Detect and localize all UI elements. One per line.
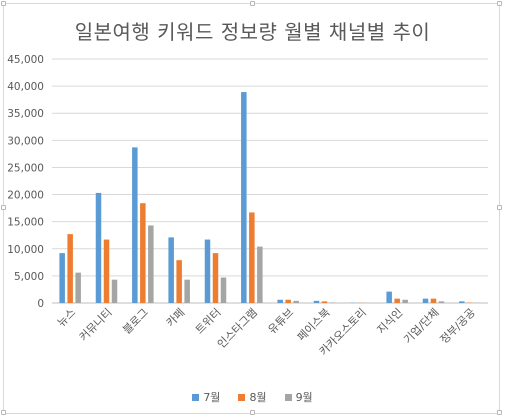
y-tick-label: 10,000 — [7, 244, 44, 256]
x-tick-label: 인스타그램 — [215, 306, 260, 351]
chart-title: 일본여행 키워드 정보량 월별 채널별 추이 — [74, 20, 431, 44]
bar-트위터-9월 — [220, 277, 227, 303]
bar-카페-8월 — [176, 260, 182, 303]
x-tick-label: 정부/공공 — [438, 306, 478, 346]
bar-인스타그램-9월 — [257, 246, 263, 303]
legend-swatch — [192, 393, 200, 401]
y-tick-label: 15,000 — [7, 217, 44, 229]
bar-블로그-7월 — [132, 147, 138, 303]
x-tick-label: 커뮤니티 — [77, 306, 115, 344]
resize-handle-top-left[interactable] — [1, 1, 6, 6]
bar-유튜브-9월 — [293, 300, 299, 303]
bar-지식인-8월 — [394, 298, 400, 303]
resize-handle-bottom-center[interactable] — [250, 410, 255, 415]
bar-블로그-8월 — [140, 203, 146, 303]
y-axis-labels: 0 5,000 10,000 15,000 20,000 25,000 30,000 35,0… — [7, 54, 44, 310]
bars — [59, 92, 481, 303]
legend-label: 8월 — [249, 391, 267, 404]
bar-유튜브-8월 — [285, 299, 291, 303]
bar-카페-7월 — [168, 237, 174, 303]
legend-item: 7월 — [192, 389, 220, 405]
bar-지식인-7월 — [386, 291, 392, 303]
bar-트위터-8월 — [212, 253, 219, 303]
y-tick-label: 20,000 — [7, 190, 44, 202]
legend-item: 9월 — [284, 389, 313, 405]
gridlines — [52, 58, 488, 304]
bar-페이스북-9월 — [329, 302, 336, 303]
legend: 7월 8월 9월 — [0, 389, 505, 405]
bar-커뮤니티-8월 — [103, 239, 110, 303]
bar-트위터-7월 — [204, 239, 211, 303]
bar-기업/단체-9월 — [438, 301, 445, 303]
legend-swatch — [284, 393, 292, 401]
x-tick-label: 지식인 — [375, 306, 406, 337]
legend-item: 8월 — [238, 389, 267, 405]
bar-페이스북-8월 — [321, 301, 328, 303]
bar-뉴스-7월 — [59, 253, 65, 303]
bar-인스타그램-8월 — [249, 212, 255, 303]
bar-지식인-9월 — [402, 299, 408, 303]
x-tick-label: 카페 — [164, 306, 188, 330]
bar-뉴스-9월 — [75, 272, 81, 303]
y-tick-label: 25,000 — [7, 162, 44, 174]
y-tick-label: 30,000 — [7, 135, 44, 147]
bar-커뮤니티-7월 — [95, 192, 102, 303]
chart-frame — [3, 3, 500, 414]
legend-swatch — [238, 393, 246, 401]
resize-handle-middle-right[interactable] — [497, 205, 502, 210]
x-tick-label: 트위터 — [193, 306, 224, 337]
x-tick-label: 뉴스 — [55, 306, 79, 330]
x-tick-label: 유튜브 — [266, 306, 297, 337]
bar-카페-9월 — [184, 279, 190, 303]
resize-handle-bottom-left[interactable] — [1, 410, 6, 415]
resize-handle-top-right[interactable] — [497, 1, 502, 6]
bar-뉴스-8월 — [67, 234, 73, 303]
bar-정부/공공-7월 — [459, 301, 465, 303]
resize-handle-bottom-right[interactable] — [497, 410, 502, 415]
bar-페이스북-7월 — [313, 300, 320, 303]
y-tick-label: 40,000 — [7, 81, 44, 93]
legend-label: 7월 — [203, 391, 221, 404]
x-tick-label: 블로그 — [120, 306, 151, 337]
bar-인스타그램-7월 — [241, 92, 247, 303]
bar-유튜브-7월 — [277, 299, 283, 303]
x-tick-label: 기업/단체 — [401, 306, 441, 346]
legend-label: 9월 — [295, 391, 313, 404]
resize-handle-top-center[interactable] — [250, 1, 255, 6]
bar-기업/단체-8월 — [430, 298, 437, 303]
y-tick-label: 35,000 — [7, 108, 44, 120]
y-tick-label: 45,000 — [7, 54, 44, 66]
bar-기업/단체-7월 — [422, 298, 429, 303]
y-tick-label: 5,000 — [14, 271, 44, 283]
y-tick-label: 0 — [37, 298, 44, 310]
resize-handle-middle-left[interactable] — [1, 205, 6, 210]
bar-커뮤니티-9월 — [111, 279, 118, 303]
bar-블로그-9월 — [148, 225, 154, 303]
